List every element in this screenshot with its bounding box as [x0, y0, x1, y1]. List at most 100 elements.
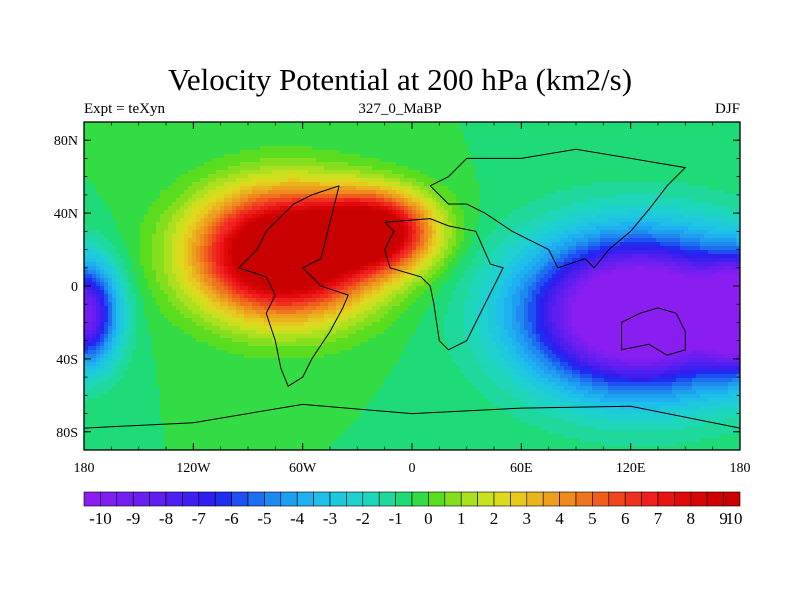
field-cell	[200, 310, 205, 315]
field-cell	[148, 206, 153, 211]
field-cell	[228, 382, 233, 387]
field-cell	[292, 270, 297, 275]
field-cell	[168, 222, 173, 227]
field-cell	[144, 302, 149, 307]
field-cell	[168, 322, 173, 327]
field-cell	[124, 186, 129, 191]
field-cell	[308, 238, 313, 243]
field-cell	[236, 374, 241, 379]
field-cell	[264, 254, 269, 259]
field-cell	[244, 254, 249, 259]
field-cell	[200, 130, 205, 135]
field-cell	[172, 370, 177, 375]
field-cell	[244, 138, 249, 143]
field-cell	[232, 214, 237, 219]
field-cell	[192, 334, 197, 339]
field-cell	[112, 306, 117, 311]
field-cell	[200, 258, 205, 263]
field-cell	[124, 326, 129, 331]
field-cell	[152, 194, 157, 199]
field-cell	[136, 390, 141, 395]
field-cell	[288, 374, 293, 379]
field-cell	[156, 154, 161, 159]
field-cell	[304, 282, 309, 287]
field-cell	[244, 222, 249, 227]
field-cell	[224, 186, 229, 191]
field-cell	[260, 174, 265, 179]
field-cell	[132, 346, 137, 351]
field-cell	[296, 302, 301, 307]
field-cell	[260, 382, 265, 387]
field-cell	[92, 314, 97, 319]
field-cell	[260, 434, 265, 439]
field-cell	[96, 298, 101, 303]
field-cell	[220, 282, 225, 287]
field-cell	[236, 146, 241, 151]
field-cell	[116, 270, 121, 275]
field-cell	[196, 346, 201, 351]
field-cell	[300, 218, 305, 223]
field-cell	[224, 178, 229, 183]
field-cell	[152, 394, 157, 399]
field-cell	[288, 230, 293, 235]
field-cell	[104, 130, 109, 135]
field-cell	[276, 342, 281, 347]
field-cell	[296, 318, 301, 323]
field-cell	[212, 330, 217, 335]
field-cell	[124, 130, 129, 135]
field-cell	[128, 234, 133, 239]
field-cell	[288, 238, 293, 243]
field-cell	[224, 318, 229, 323]
field-cell	[300, 318, 305, 323]
field-cell	[104, 158, 109, 163]
field-cell	[248, 194, 253, 199]
field-cell	[228, 350, 233, 355]
field-cell	[208, 190, 213, 195]
field-cell	[252, 278, 257, 283]
field-cell	[112, 254, 117, 259]
field-cell	[132, 230, 137, 235]
field-cell	[112, 174, 117, 179]
field-cell	[240, 134, 245, 139]
field-cell	[320, 378, 325, 383]
field-cell	[96, 178, 101, 183]
field-cell	[276, 358, 281, 363]
field-cell	[228, 154, 233, 159]
field-cell	[232, 270, 237, 275]
field-cell	[108, 342, 113, 347]
field-cell	[288, 426, 293, 431]
field-cell	[276, 154, 281, 159]
field-cell	[144, 282, 149, 287]
field-cell	[304, 418, 309, 423]
field-cell	[264, 442, 269, 447]
field-cell	[196, 238, 201, 243]
field-cell	[148, 122, 153, 127]
field-cell	[152, 198, 157, 203]
field-cell	[252, 338, 257, 343]
field-cell	[220, 394, 225, 399]
field-cell	[188, 322, 193, 327]
field-cell	[180, 390, 185, 395]
field-cell	[300, 438, 305, 443]
field-cell	[136, 430, 141, 435]
field-cell	[220, 410, 225, 415]
field-cell	[168, 446, 173, 450]
field-cell	[296, 322, 301, 327]
field-cell	[108, 306, 113, 311]
field-cell	[260, 378, 265, 383]
field-cell	[216, 170, 221, 175]
field-cell	[256, 382, 261, 387]
field-cell	[320, 282, 325, 287]
field-cell	[216, 226, 221, 231]
field-cell	[208, 226, 213, 231]
field-cell	[280, 358, 285, 363]
field-cell	[268, 290, 273, 295]
field-cell	[88, 242, 93, 247]
field-cell	[236, 338, 241, 343]
field-cell	[128, 354, 133, 359]
field-cell	[164, 282, 169, 287]
field-cell	[300, 410, 305, 415]
field-cell	[264, 170, 269, 175]
field-cell	[112, 134, 117, 139]
field-cell	[312, 174, 317, 179]
